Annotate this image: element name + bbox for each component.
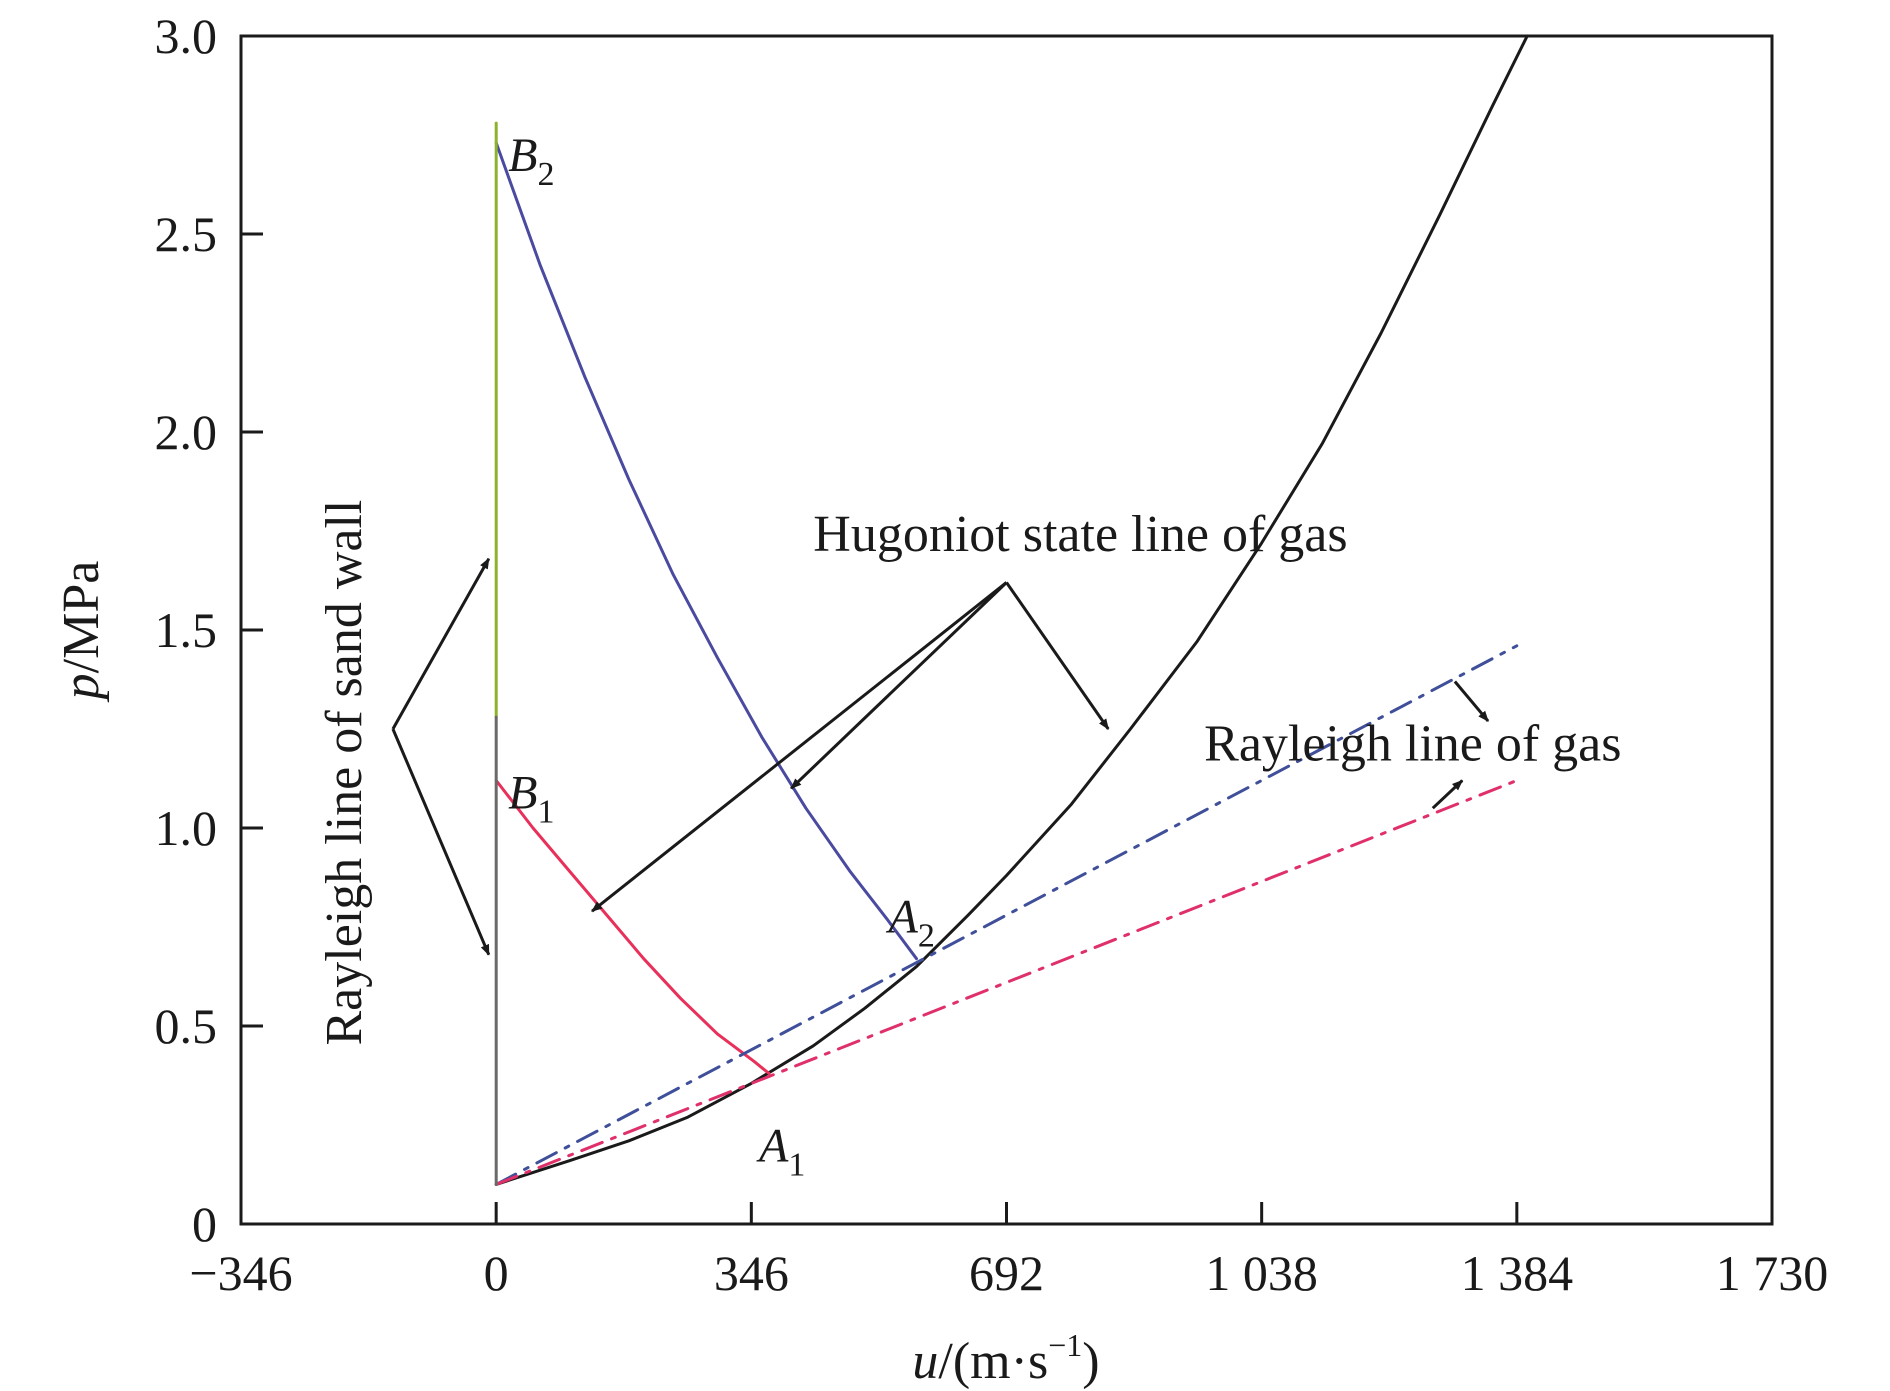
x-tick-label: 1 038 <box>1205 1245 1318 1301</box>
annotation-arrow <box>391 728 491 956</box>
axes: −346 0 346 692 1 038 1 384 1 73000.51.01.52.02… <box>155 8 1829 1301</box>
x-tick-label: 0 <box>484 1245 509 1301</box>
y-axis-title: p/MPa <box>53 561 110 704</box>
arrow-layer <box>391 557 1490 956</box>
axis-titles: u/(m·s−1) p/MPa <box>53 561 1100 1390</box>
x-tick-label: 1 384 <box>1461 1245 1574 1301</box>
annotation-arrow <box>391 557 491 730</box>
series-hugoniot-gas <box>494 34 1529 1186</box>
point-label: A1 <box>756 1120 805 1184</box>
plot-frame <box>239 34 1774 1226</box>
x-tick-label: 346 <box>714 1245 789 1301</box>
series-rayleigh-gas-lower <box>494 779 1519 1186</box>
y-tick-label: 1.0 <box>155 800 218 856</box>
y-tick-label: 0 <box>192 1196 217 1252</box>
x-tick-label: −346 <box>189 1245 292 1301</box>
x-tick-label: 692 <box>969 1245 1044 1301</box>
y-tick-label: 2.5 <box>155 206 218 262</box>
label-layer: B2 B1 A2 A1 Hugoniot state line of gas Raylei… <box>316 129 1621 1184</box>
point-label: B2 <box>508 129 554 193</box>
annotation-arrow <box>1453 680 1490 723</box>
annotation-arrow <box>1005 581 1110 730</box>
series-expansion-B1-A1 <box>494 779 771 1075</box>
annotation-text: Rayleigh line of sand wall <box>316 500 373 1046</box>
y-tick-label: 2.0 <box>155 404 218 460</box>
series-layer <box>494 34 1529 1186</box>
y-tick-label: 0.5 <box>155 998 218 1054</box>
point-label: B1 <box>508 766 554 830</box>
x-tick-label: 1 730 <box>1716 1245 1829 1301</box>
series-rayleigh-gas-upper <box>494 644 1519 1186</box>
annotation-text: Rayleigh line of gas <box>1204 716 1621 773</box>
annotation-arrow <box>1431 779 1464 810</box>
y-tick-label: 1.5 <box>155 602 218 658</box>
y-tick-label: 3.0 <box>155 8 218 64</box>
series-expansion-B2-A2 <box>494 141 918 961</box>
annotation-arrow <box>790 581 1008 790</box>
annotation-text: Hugoniot state line of gas <box>813 506 1347 563</box>
annotation-arrow <box>591 581 1008 913</box>
x-axis-title: u/(m·s−1) <box>912 1327 1099 1390</box>
point-label: A2 <box>886 891 935 955</box>
